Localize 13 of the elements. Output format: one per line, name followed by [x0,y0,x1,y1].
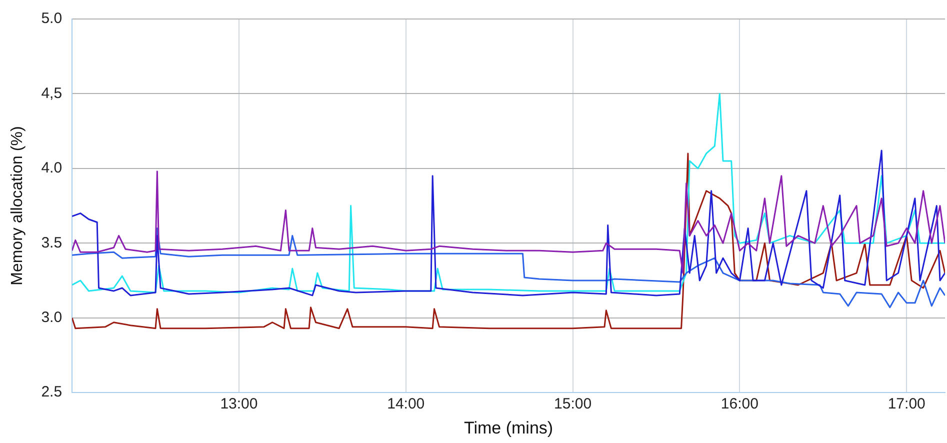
y-tick-label: 2.5 [41,384,62,401]
y-tick-label: 4,5 [41,84,62,102]
x-axis-title: Time (mins) [464,418,554,438]
y-axis-title: Memory allocation (%) [9,126,26,286]
y-tick-label: 4.0 [41,160,62,177]
x-tick-label: 13:00 [220,396,258,413]
y-tick-label: 3.0 [41,309,62,326]
x-tick-label: 15:00 [554,396,592,413]
x-tick-label: 14:00 [387,396,425,413]
y-tick-label: 3.5 [41,234,62,252]
y-tick-label: 5.0 [41,10,62,28]
x-tick-label: 17:00 [888,396,926,413]
x-tick-label: 16:00 [720,396,758,413]
